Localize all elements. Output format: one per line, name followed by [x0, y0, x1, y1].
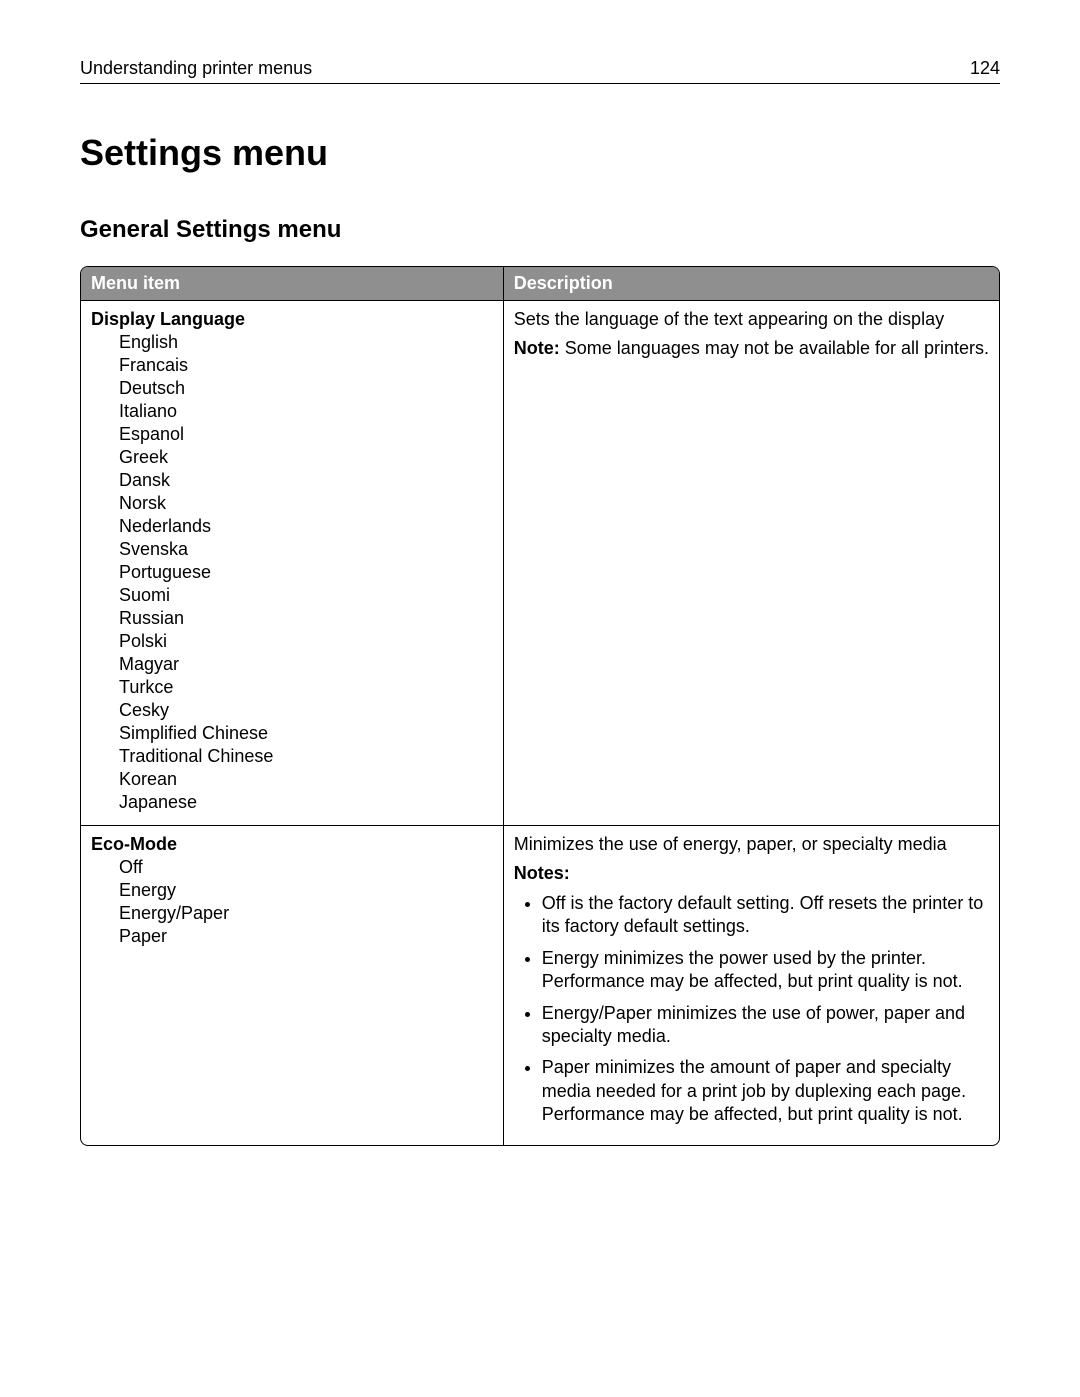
note-bullet: Energy/Paper minimizes the use of power,…: [542, 1002, 989, 1049]
menu-item-title: Eco-Mode: [91, 834, 493, 855]
header-left: Understanding printer menus: [80, 58, 312, 79]
option: English: [119, 332, 493, 353]
option: Energy/Paper: [119, 903, 493, 924]
description-text: Minimizes the use of energy, paper, or s…: [514, 834, 989, 855]
option: Korean: [119, 769, 493, 790]
notes-label: Notes:: [514, 863, 989, 884]
option: Portuguese: [119, 562, 493, 583]
table-row: Display Language English Francais Deutsc…: [81, 301, 999, 826]
header-page-number: 124: [970, 58, 1000, 79]
option: Greek: [119, 447, 493, 468]
cell-menu-item: Display Language English Francais Deutsc…: [81, 301, 503, 826]
option: Magyar: [119, 654, 493, 675]
option: Norsk: [119, 493, 493, 514]
description-text: Sets the language of the text appearing …: [514, 309, 989, 330]
option: Polski: [119, 631, 493, 652]
cell-menu-item: Eco-Mode Off Energy Energy/Paper Paper: [81, 826, 503, 1145]
option: Turkce: [119, 677, 493, 698]
note-bullet: Off is the factory default setting. Off …: [542, 892, 989, 939]
option: Japanese: [119, 792, 493, 813]
subsection-title: General Settings menu: [80, 216, 1000, 244]
cell-description: Minimizes the use of energy, paper, or s…: [503, 826, 999, 1145]
col-header-description: Description: [503, 267, 999, 301]
option: Simplified Chinese: [119, 723, 493, 744]
settings-table: Menu item Description Display Language E…: [80, 266, 1000, 1146]
section-title: Settings menu: [80, 132, 1000, 174]
table-header-row: Menu item Description: [81, 267, 999, 301]
note-bullet: Energy minimizes the power used by the p…: [542, 947, 989, 994]
col-header-menu-item: Menu item: [81, 267, 503, 301]
note-bullet: Paper minimizes the amount of paper and …: [542, 1056, 989, 1126]
option: Espanol: [119, 424, 493, 445]
option: Italiano: [119, 401, 493, 422]
description-note: Note: Some languages may not be availabl…: [514, 338, 989, 359]
menu-item-title: Display Language: [91, 309, 493, 330]
option: Off: [119, 857, 493, 878]
option: Francais: [119, 355, 493, 376]
option: Cesky: [119, 700, 493, 721]
option: Energy: [119, 880, 493, 901]
table-row: Eco-Mode Off Energy Energy/Paper Paper M…: [81, 826, 999, 1145]
option: Nederlands: [119, 516, 493, 537]
option: Dansk: [119, 470, 493, 491]
option: Svenska: [119, 539, 493, 560]
option: Suomi: [119, 585, 493, 606]
page-header: Understanding printer menus 124: [80, 58, 1000, 84]
menu-item-options: Off Energy Energy/Paper Paper: [91, 857, 493, 947]
option: Russian: [119, 608, 493, 629]
option: Deutsch: [119, 378, 493, 399]
note-text: Some languages may not be available for …: [560, 338, 989, 358]
note-label: Note:: [514, 338, 560, 358]
page: Understanding printer menus 124 Settings…: [0, 0, 1080, 1226]
option: Paper: [119, 926, 493, 947]
option: Traditional Chinese: [119, 746, 493, 767]
cell-description: Sets the language of the text appearing …: [503, 301, 999, 826]
notes-bullets: Off is the factory default setting. Off …: [514, 892, 989, 1127]
menu-item-options: English Francais Deutsch Italiano Espano…: [91, 332, 493, 813]
